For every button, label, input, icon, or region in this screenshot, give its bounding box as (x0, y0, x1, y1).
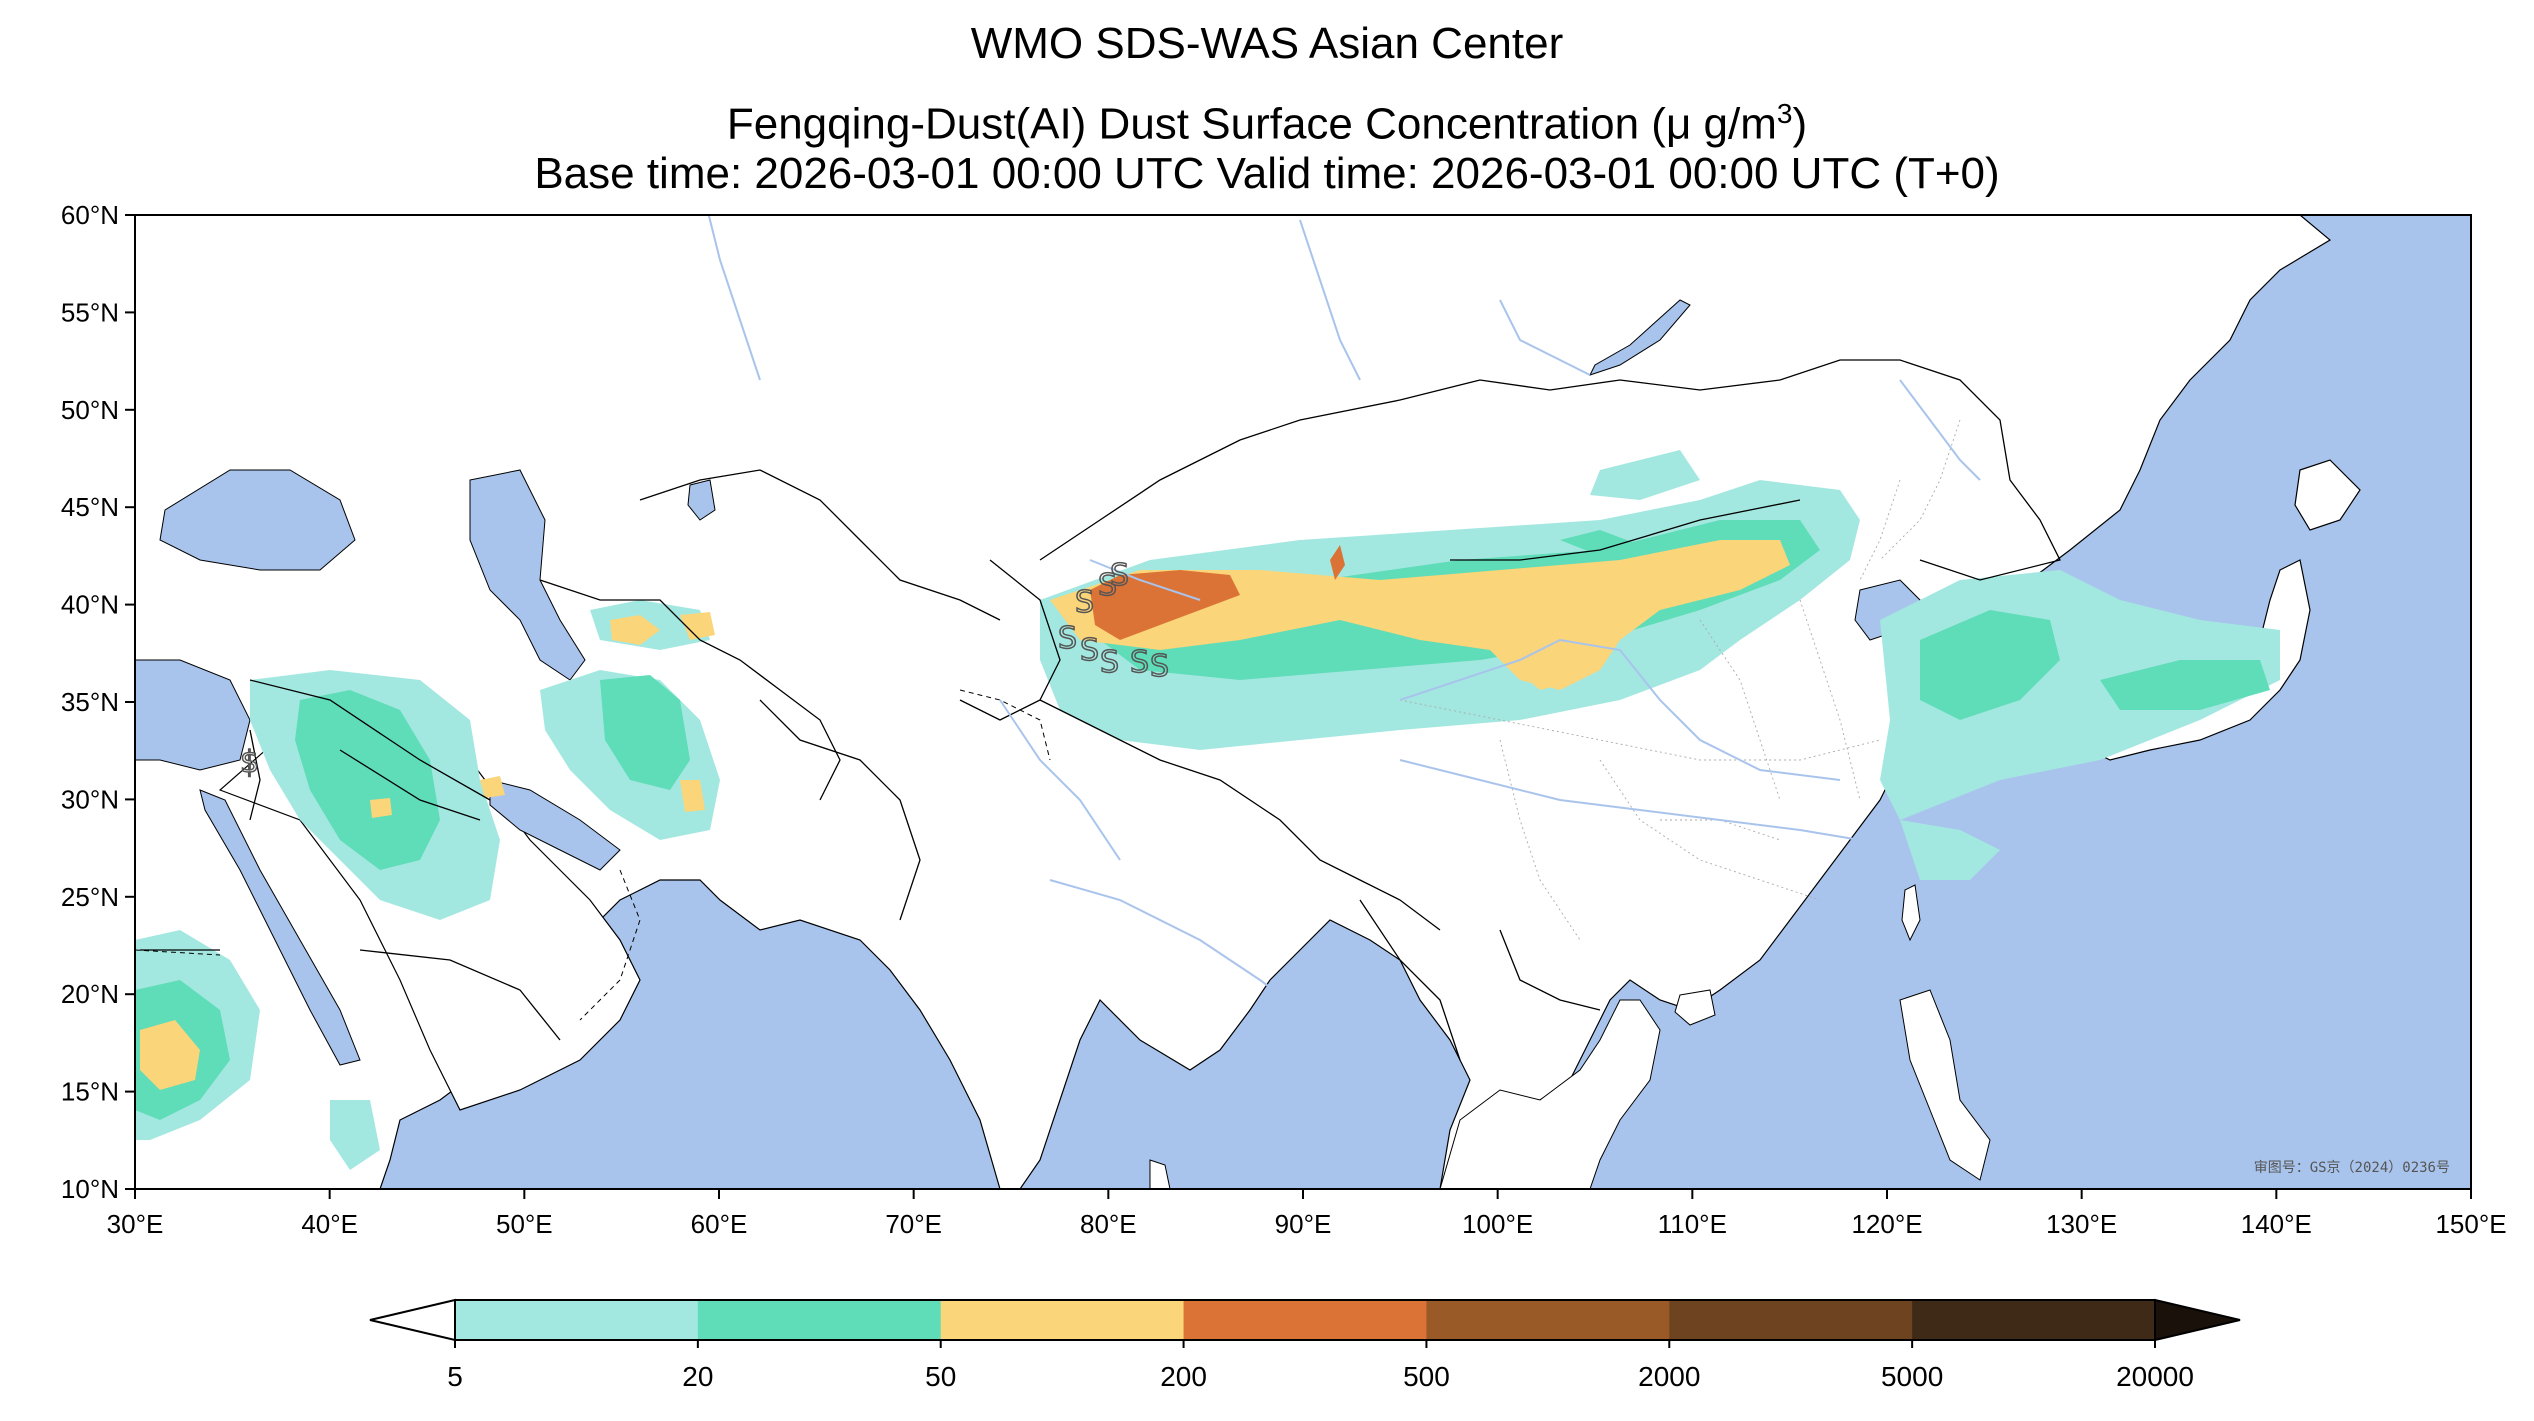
lat-tick-label: 40°N (61, 590, 119, 620)
lat-tick-label: 25°N (61, 882, 119, 912)
map-title-line-1: WMO SDS-WAS Asian Center (970, 19, 1564, 68)
colorbar-label: 500 (1403, 1361, 1450, 1392)
colorbar-segment (1183, 1300, 1427, 1340)
colorbar-label: 200 (1160, 1361, 1207, 1392)
lon-tick-label: 100°E (1462, 1209, 1533, 1239)
storm-marker: S (1150, 649, 1169, 684)
colorbar-frame (454, 1299, 2156, 1341)
lon-tick-label: 150°E (2435, 1209, 2506, 1239)
lon-tick-label: 90°E (1275, 1209, 1332, 1239)
lon-tick-label: 80°E (1080, 1209, 1137, 1239)
lat-tick-label: 30°N (61, 784, 119, 814)
rivers (707, 215, 1981, 1011)
aral-sea (687, 479, 716, 521)
lat-tick-label: 35°N (61, 687, 119, 717)
colorbar-over-arrow (2154, 1298, 2241, 1342)
lon-tick-label: 130°E (2046, 1209, 2117, 1239)
lat-tick-label: 60°N (61, 200, 119, 230)
land-hainan (1674, 989, 1716, 1026)
lon-tick-label: 110°E (1658, 1209, 1727, 1239)
caspian-sea (469, 469, 586, 681)
mediterranean-sea (135, 659, 251, 771)
storm-marker: S (1110, 558, 1129, 593)
storm-marker: S (1130, 645, 1149, 680)
land-indochina (1439, 999, 1661, 1189)
colorbar-label: 5 (447, 1361, 463, 1392)
red-sea (199, 789, 361, 1066)
lat-tick-label: 15°N (61, 1077, 119, 1107)
dust-band-200-500 (1090, 545, 1345, 640)
lon-tick-label: 70°E (885, 1209, 942, 1239)
lake-baikal (1589, 299, 1691, 376)
lat-tick-label: 10°N (61, 1174, 119, 1204)
colorbar-label: 20000 (2116, 1361, 2194, 1392)
dust-storm-markers: S S S S S S S S $ (239, 557, 1170, 781)
title-prefix: Fengqing-Dust(AI) Dust Surface Concentra… (726, 99, 1666, 149)
province-borders (1399, 419, 1961, 941)
storm-marker: S (1058, 621, 1077, 656)
colorbar-segment (940, 1300, 1185, 1340)
storm-marker: S (1075, 585, 1094, 620)
storm-marker: S (1100, 645, 1119, 680)
longitude-axis: 30°E 40°E 50°E 60°E 70°E 80°E 90°E 100°E 110°E 12… (107, 1189, 2507, 1239)
title-unit: μ g/m (1665, 99, 1777, 149)
country-borders (140, 359, 2061, 1061)
map-review-number: 审图号：GS京（2024）0236号 (2254, 1160, 2450, 1176)
disputed-borders (135, 689, 1051, 1021)
persian-gulf (489, 779, 621, 871)
land-taiwan (1901, 884, 1921, 942)
black-sea (159, 469, 356, 571)
dust-band-50-200 (140, 540, 1790, 1090)
colorbar: 5 20 50 200 500 2000 5000 20000 (369, 1298, 2241, 1392)
title-suffix: ) (1792, 99, 1808, 149)
storm-marker: $ (240, 745, 259, 780)
map-title-line-2: Fengqing-Dust(AI) Dust Surface Concentra… (0, 88, 2534, 151)
land-sri-lanka (1149, 1159, 1171, 1189)
land-philippines (1899, 989, 1991, 1181)
lon-tick-label: 40°E (301, 1209, 358, 1239)
lon-tick-label: 60°E (691, 1209, 748, 1239)
colorbar-label: 50 (925, 1361, 956, 1392)
map-plot: S S S S S S S S $ 审图号：GS京（2024）0236号 (135, 215, 2471, 1189)
lat-tick-label: 45°N (61, 492, 119, 522)
colorbar-segment (697, 1300, 942, 1340)
land-hokkaido (2294, 459, 2361, 531)
colorbar-label: 20 (682, 1361, 713, 1392)
colorbar-label: 2000 (1638, 1361, 1700, 1392)
storm-marker: S (1098, 568, 1117, 603)
colorbar-segment (1912, 1300, 2156, 1340)
colorbar-segment (1426, 1300, 1670, 1340)
storm-marker: S (1080, 633, 1099, 668)
latitude-axis: 60°N 55°N 50°N 45°N 40°N 35°N 30°N 25°N 20°N 15°N… (61, 200, 135, 1204)
lat-tick-label: 55°N (61, 297, 119, 327)
lon-tick-label: 30°E (107, 1209, 164, 1239)
map-title-line-3: Base time: 2026-03-01 00:00 UTC Valid ti… (534, 149, 2000, 198)
lon-tick-label: 140°E (2241, 1209, 2312, 1239)
colorbar-under-arrow (369, 1298, 456, 1342)
lon-tick-label: 120°E (1851, 1209, 1922, 1239)
lon-tick-label: 50°E (496, 1209, 553, 1239)
title-unit-sup: 3 (1776, 98, 1793, 129)
colorbar-label: 5000 (1881, 1361, 1943, 1392)
lat-tick-label: 50°N (61, 395, 119, 425)
lat-tick-label: 20°N (61, 979, 119, 1009)
colorbar-segment (1669, 1300, 1913, 1340)
colorbar-segment (455, 1300, 699, 1340)
